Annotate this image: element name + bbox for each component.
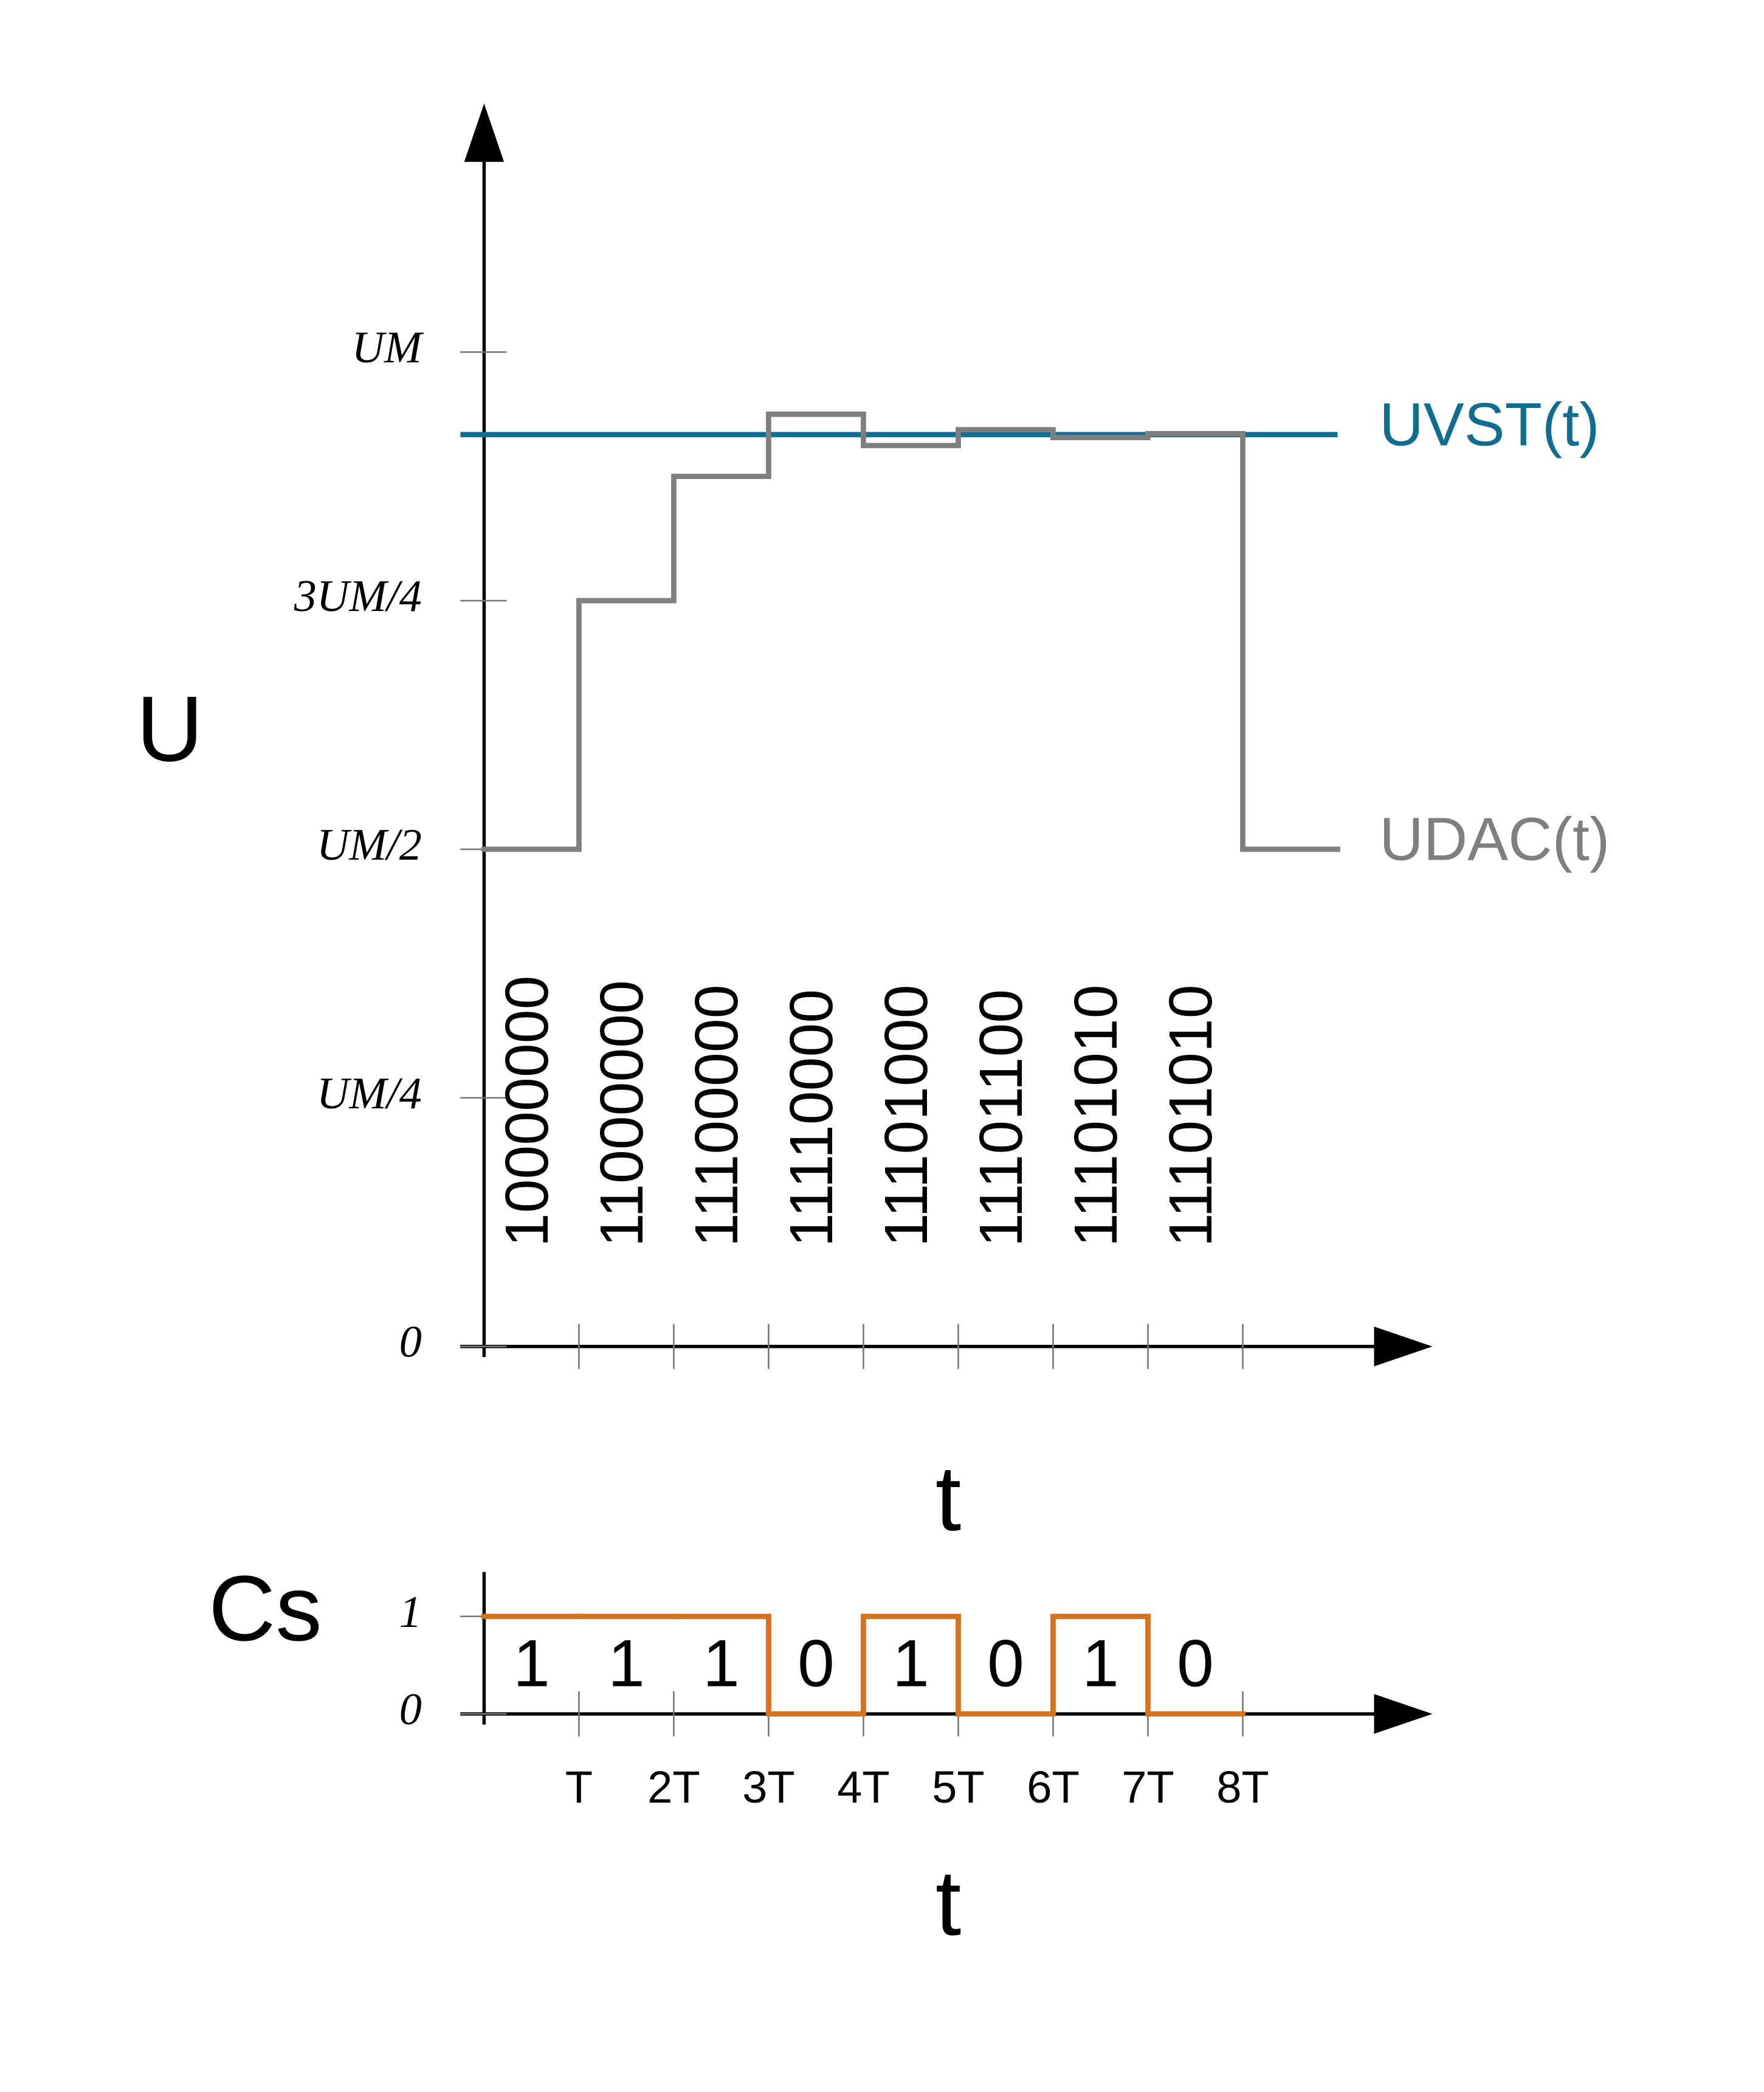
x-tick-label: 2T <box>647 1762 700 1812</box>
code-label: 11110000 <box>777 989 846 1247</box>
x-tick-label: 7T <box>1121 1762 1174 1812</box>
data-label: 0 <box>1177 1627 1214 1701</box>
y-tick-label: 3UM/4 <box>294 571 422 621</box>
code-label: 11101010 <box>1062 984 1130 1247</box>
y-axis-label: Cs <box>208 1557 322 1660</box>
data-label: 0 <box>987 1627 1024 1701</box>
y-tick-label: UM <box>352 323 425 373</box>
x-tick-label: T <box>565 1762 593 1812</box>
legend-label: UDAC(t) <box>1379 806 1610 874</box>
y-tick-label: 0 <box>399 1317 422 1367</box>
data-label: 0 <box>798 1627 835 1701</box>
x-tick-label: 4T <box>837 1762 890 1812</box>
x-tick-label: 3T <box>742 1762 795 1812</box>
y-tick-label: 0 <box>399 1685 422 1735</box>
x-tick-label: 6T <box>1027 1762 1080 1812</box>
y-tick-label: UM/2 <box>317 820 422 870</box>
data-label: 1 <box>1082 1627 1119 1701</box>
data-label: 1 <box>513 1627 550 1701</box>
x-arrow <box>1374 1326 1433 1367</box>
code-label: 11101010 <box>1157 984 1225 1247</box>
y-arrow <box>464 103 505 162</box>
data-label: 1 <box>703 1627 740 1701</box>
code-label: 11000000 <box>588 980 656 1247</box>
legend-label: UVST(t) <box>1379 391 1599 459</box>
x-tick-label: 5T <box>932 1762 985 1812</box>
x-tick-label: 8T <box>1216 1762 1269 1812</box>
code-label: 11101000 <box>872 984 940 1247</box>
y-tick-label: 1 <box>399 1587 422 1637</box>
x-axis-label: t <box>935 1851 961 1955</box>
data-label: 1 <box>608 1627 645 1701</box>
x-arrow <box>1374 1694 1433 1734</box>
y-axis-label: U <box>136 677 203 781</box>
x-axis-label: t <box>935 1447 961 1550</box>
data-label: 1 <box>892 1627 929 1701</box>
y-tick-label: UM/4 <box>317 1069 422 1119</box>
code-label: 11100000 <box>683 984 751 1247</box>
code-label: 10000000 <box>493 976 561 1248</box>
code-label: 11101100 <box>967 989 1035 1247</box>
